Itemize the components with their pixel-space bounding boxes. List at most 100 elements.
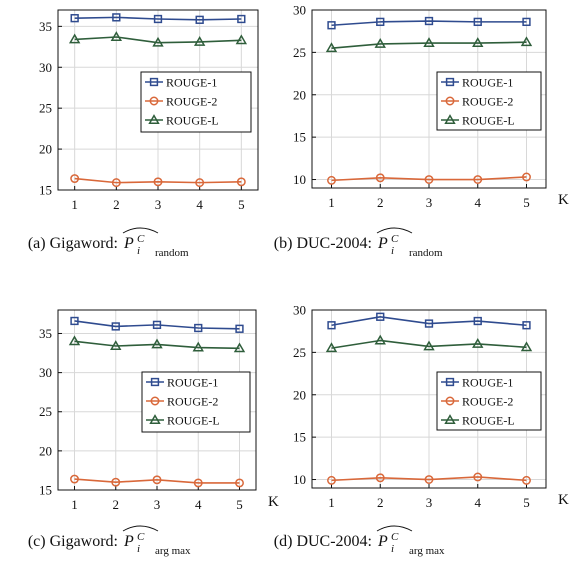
series-rouge-2: [70, 174, 246, 188]
legend-marker: [149, 96, 159, 106]
x-tick-label: 4: [475, 495, 482, 510]
legend-label: ROUGE-1: [166, 76, 217, 90]
y-tick-label: 20: [293, 387, 306, 402]
caption-subscript: arg max: [409, 545, 445, 557]
data-point: [522, 475, 531, 485]
legend-marker: [149, 77, 159, 87]
data-point: [374, 334, 386, 345]
panel-caption: (b) DUC-2004: P Ci random: [274, 227, 443, 259]
series-rouge-1: [70, 316, 244, 333]
data-point: [110, 31, 123, 41]
caption-index: i: [137, 245, 140, 257]
data-point: [522, 172, 531, 182]
legend-marker: [445, 96, 455, 106]
x-tick-label: 1: [71, 497, 78, 512]
caption-superscript: C: [137, 233, 145, 245]
legend-marker: [150, 396, 160, 406]
legend-marker: [148, 114, 160, 124]
data-point: [375, 473, 385, 483]
y-tick-label: 35: [39, 19, 52, 34]
legend-label: ROUGE-2: [462, 395, 513, 409]
data-point: [152, 36, 164, 47]
series-line: [74, 478, 240, 484]
data-point: [375, 173, 385, 183]
legend-marker: [445, 377, 455, 387]
y-tick-label: 10: [293, 172, 306, 187]
caption-superscript: C: [391, 531, 399, 543]
y-tick-label: 15: [39, 183, 52, 198]
data-point: [522, 17, 531, 27]
panel-caption: (c) Gigaword: P Ci arg max: [28, 525, 191, 557]
x-tick-label: 5: [238, 197, 245, 212]
y-tick-label: 25: [293, 45, 306, 60]
data-point: [70, 474, 79, 484]
caption-index: i: [391, 245, 394, 257]
data-point: [473, 175, 483, 184]
series-line: [74, 36, 242, 44]
caption-subscript: random: [409, 247, 443, 259]
series-line: [331, 41, 527, 49]
x-tick-label: 2: [113, 197, 120, 212]
x-tick-label: 4: [195, 497, 202, 512]
data-point: [236, 177, 246, 187]
legend-label: ROUGE-2: [166, 95, 217, 109]
x-tick-label: 3: [426, 495, 433, 510]
data-point: [472, 37, 484, 48]
chart-panel-4: 10 15 20 25 30 1 2 3 4 5 K ROUGE-1 ROUGE-2 ROUGE-L (d)…: [274, 303, 569, 558]
data-point: [110, 340, 122, 350]
panel-caption: (a) Gigaword: P Ci random: [28, 227, 189, 259]
data-point: [151, 338, 163, 349]
y-tick-label: 20: [39, 443, 52, 458]
y-tick-label: 30: [39, 365, 52, 380]
caption-symbol: P: [377, 235, 388, 252]
data-point: [193, 478, 203, 488]
data-point: [520, 341, 533, 352]
x-tick-label: 3: [154, 497, 161, 512]
series-rouge-1: [70, 13, 246, 24]
caption-label: (d) DUC-2004:: [274, 533, 372, 550]
data-point: [327, 475, 336, 485]
x-tick-label: 2: [377, 495, 384, 510]
data-point: [424, 475, 434, 484]
x-tick-label: 4: [196, 197, 203, 212]
data-point: [70, 174, 80, 183]
x-axis-label: K: [558, 192, 569, 208]
y-tick-label: 25: [293, 345, 306, 360]
chart-panel-1: 15 20 25 30 35 1 2 3 4 5 ROUGE-1 ROUGE-2 ROUGE-L (a) …: [28, 9, 259, 259]
data-point: [473, 17, 482, 27]
legend-marker: [444, 114, 456, 124]
series-line: [331, 20, 527, 27]
series-line: [331, 476, 527, 482]
x-tick-label: 4: [475, 195, 482, 210]
data-point: [325, 342, 338, 353]
data-point: [522, 321, 531, 330]
series-line: [74, 320, 240, 330]
data-point: [472, 338, 484, 348]
legend-marker: [444, 414, 456, 424]
x-tick-label: 1: [328, 495, 335, 510]
data-point: [68, 33, 81, 44]
legend-label: ROUGE-1: [167, 376, 218, 390]
caption-symbol: P: [123, 533, 134, 550]
x-tick-label: 5: [236, 497, 243, 512]
data-point: [237, 14, 246, 24]
legend-label: ROUGE-L: [462, 414, 515, 428]
series-line: [331, 176, 527, 182]
data-point: [424, 175, 434, 184]
series-rouge-l: [68, 31, 248, 47]
data-point: [152, 475, 162, 485]
data-point: [112, 13, 121, 22]
data-point: [374, 38, 386, 48]
legend-label: ROUGE-1: [462, 376, 513, 390]
chart-panel-2: 10 15 20 25 30 1 2 3 4 5 K ROUGE-1 ROUGE-2 ROUGE-L (b)…: [274, 3, 569, 260]
data-point: [327, 321, 336, 330]
y-tick-label: 30: [39, 60, 52, 75]
data-point: [70, 316, 79, 326]
caption-label: (a) Gigaword:: [28, 235, 118, 252]
series-rouge-l: [325, 334, 533, 353]
series-rouge-1: [327, 312, 531, 330]
x-axis-label: K: [268, 494, 279, 510]
series-line: [331, 339, 527, 349]
x-tick-label: 1: [328, 195, 335, 210]
series-line: [331, 315, 527, 327]
